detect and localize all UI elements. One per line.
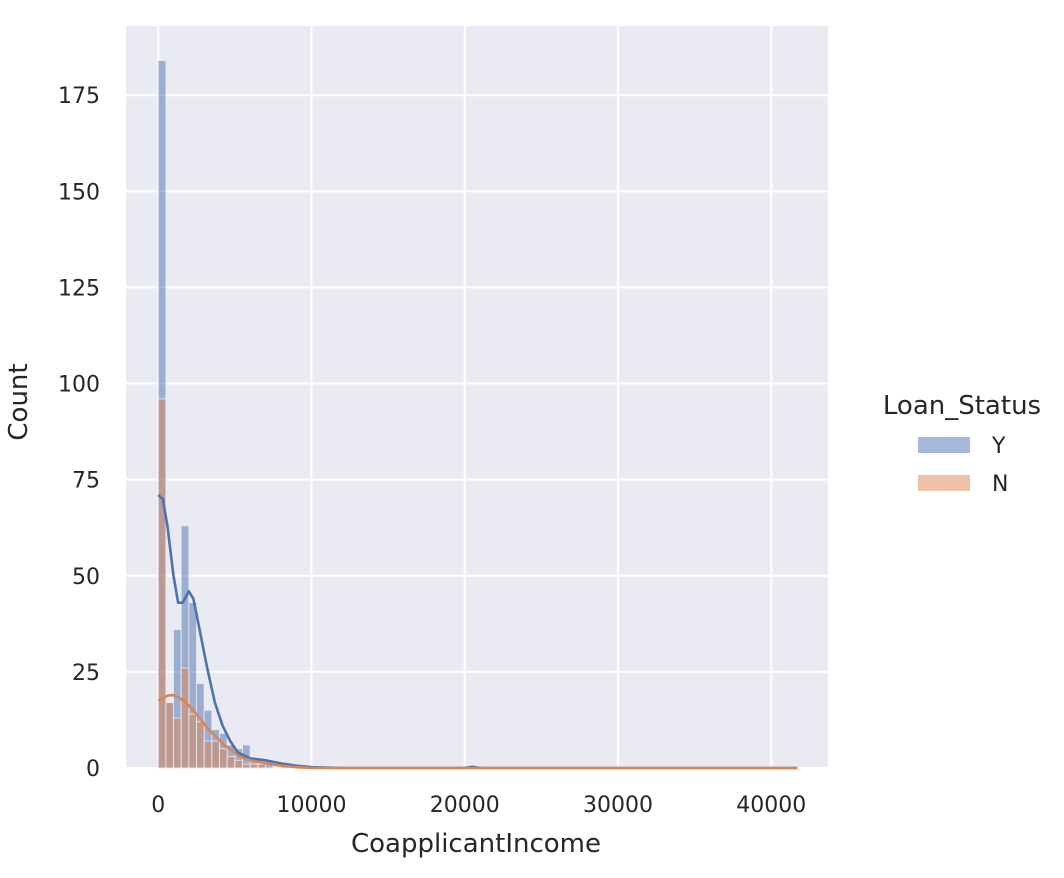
y-tick-label: 125	[58, 276, 100, 301]
y-axis-label: Count	[4, 363, 34, 440]
histogram-bar-n	[249, 763, 259, 769]
x-tick-label: 30000	[583, 793, 653, 818]
histogram-bar-n	[196, 721, 205, 769]
legend-swatch-y	[918, 437, 970, 453]
legend-label-y: Y	[991, 434, 1006, 459]
histogram-bar-n	[173, 717, 182, 769]
y-tick-label: 150	[58, 180, 100, 205]
kde-curves	[157, 494, 798, 770]
y-tick-label: 100	[58, 373, 100, 398]
histogram-bar-n	[219, 748, 228, 769]
histogram-bar-n	[242, 763, 251, 769]
y-tick-label: 0	[86, 757, 100, 782]
x-tick-label: 10000	[276, 793, 346, 818]
legend-title: Loan_Status	[883, 391, 1041, 421]
histogram-bar-n	[234, 759, 243, 769]
histogram-bar-n	[180, 667, 190, 769]
y-tick-label: 50	[72, 565, 100, 590]
histogram-bar-n	[211, 740, 220, 769]
histogram-bar-n	[226, 756, 236, 769]
y-tick-label: 75	[72, 469, 100, 494]
histogram-bar-n	[188, 713, 197, 769]
x-tick-label: 40000	[736, 793, 806, 818]
y-tick-label: 25	[72, 661, 100, 686]
histogram-bars	[157, 60, 473, 769]
kde-line-n	[157, 693, 798, 770]
histogram-bar-n	[257, 763, 266, 769]
histogram-bar-n	[157, 398, 167, 769]
plot-background	[126, 26, 828, 768]
x-axis-ticks: 0 10000 20000 30000 40000	[151, 793, 806, 818]
x-axis-label: CoapplicantIncome	[351, 829, 601, 859]
x-tick-label: 0	[151, 793, 165, 818]
histogram-bar-n	[165, 702, 174, 769]
histogram-bar-n	[203, 740, 213, 769]
legend: Loan_Status Y N	[883, 391, 1041, 497]
legend-swatch-n	[918, 475, 970, 491]
y-tick-label: 175	[58, 84, 100, 109]
legend-label-n: N	[992, 472, 1008, 497]
x-tick-label: 20000	[430, 793, 500, 818]
y-axis-ticks: 0 25 50 75 100 125 150 175	[58, 84, 100, 782]
